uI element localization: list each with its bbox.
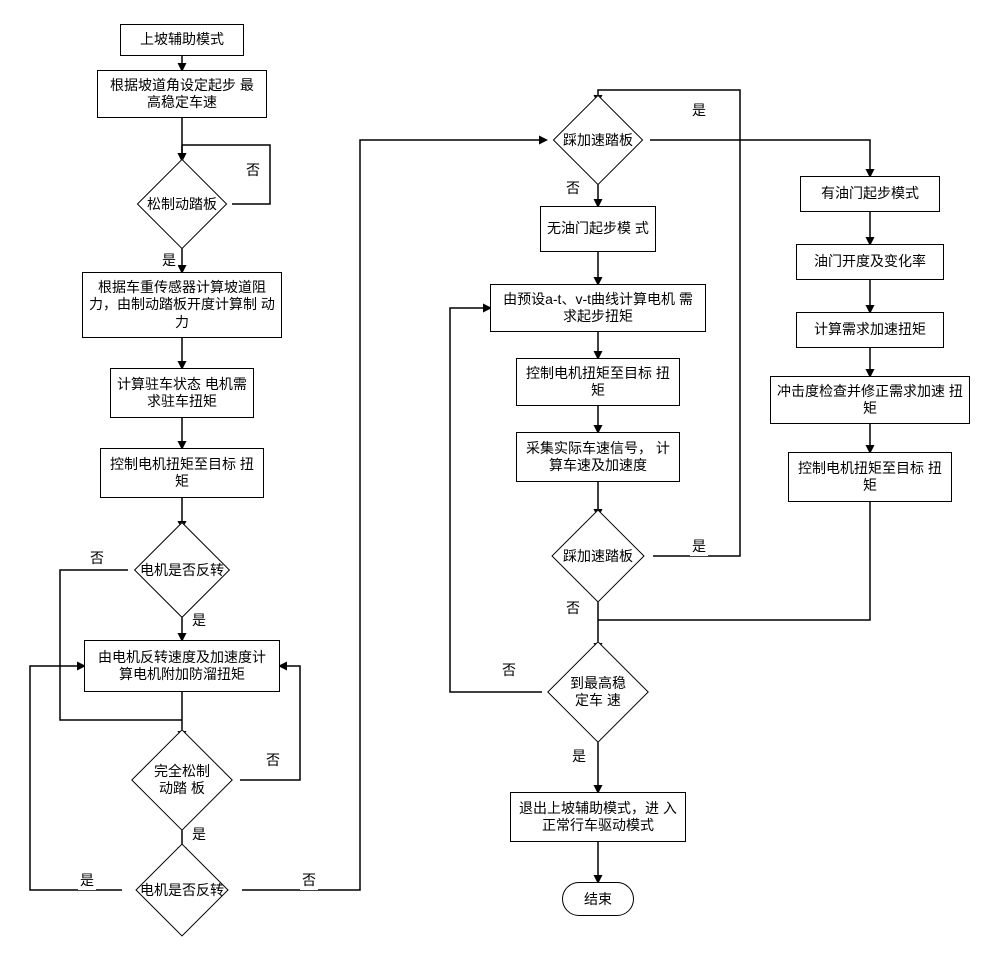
node-n12-text: 有油门起步模式	[821, 185, 919, 203]
label-d4-yes: 是	[78, 870, 96, 890]
node-n8-text: 由预设a-t、v-t曲线计算电机 需求起步扭矩	[497, 291, 699, 326]
node-n10: 采集实际车速信号， 计算车速及加速度	[516, 432, 680, 482]
node-end: 结束	[562, 882, 634, 916]
label-d6-no: 否	[564, 598, 582, 618]
node-d1: 松制动踏板	[137, 159, 228, 250]
label-d1-yes: 是	[160, 250, 178, 270]
node-n15-text: 冲击度检查并修正需求加速 扭矩	[777, 383, 963, 418]
node-n5-text: 控制电机扭矩至目标 扭矩	[107, 456, 257, 491]
node-d4-text: 电机是否反转	[140, 882, 224, 899]
label-d4-no: 否	[300, 870, 318, 890]
node-n7: 无油门起步模 式	[540, 206, 656, 252]
node-n15: 冲击度检查并修正需求加速 扭矩	[770, 376, 970, 424]
node-n1: 上坡辅助模式	[120, 24, 244, 56]
node-d5-text: 踩加速踏板	[563, 132, 633, 149]
node-d6-text: 踩加速踏板	[563, 548, 633, 565]
label-d3-no: 否	[264, 750, 282, 770]
node-n11: 退出上坡辅助模式，进 入正常行车驱动模式	[510, 792, 686, 842]
node-n6: 由电机反转速度及加速度计 算电机附加防溜扭矩	[84, 640, 280, 692]
flowchart-canvas: 上坡辅助模式 根据坡道角设定起步 最高稳定车速 松制动踏板 根据车重传感器计算坡…	[0, 0, 1000, 956]
node-n4: 计算驻车状态 电机需求驻车扭矩	[110, 368, 254, 418]
node-d3: 完全松制动踏 板	[131, 729, 233, 831]
label-d3-yes: 是	[190, 824, 208, 844]
label-d6-yes: 是	[690, 536, 708, 556]
node-d2-text: 电机是否反转	[140, 562, 224, 579]
label-d5-yes: 是	[690, 100, 708, 120]
node-n11-text: 退出上坡辅助模式，进 入正常行车驱动模式	[517, 800, 679, 835]
label-d2-no: 否	[88, 548, 106, 568]
label-d2-yes: 是	[190, 610, 208, 630]
node-end-text: 结束	[584, 889, 612, 909]
node-d7: 到最高稳定车 速	[547, 641, 649, 743]
node-n4-text: 计算驻车状态 电机需求驻车扭矩	[117, 376, 247, 411]
node-n16: 控制电机扭矩至目标 扭矩	[788, 452, 952, 502]
node-d5: 踩加速踏板	[553, 95, 644, 186]
node-n13-text: 油门开度及变化率	[814, 253, 926, 271]
node-n6-text: 由电机反转速度及加速度计 算电机附加防溜扭矩	[91, 649, 273, 684]
node-n13: 油门开度及变化率	[796, 244, 944, 280]
node-n9-text: 控制电机扭矩至目标 扭矩	[523, 365, 673, 400]
node-d2: 电机是否反转	[134, 522, 230, 618]
node-n14: 计算需求加速扭矩	[796, 312, 944, 348]
node-n16-text: 控制电机扭矩至目标 扭矩	[795, 460, 945, 495]
node-n3: 根据车重传感器计算坡道阻 力，由制动踏板开度计算制 动力	[82, 272, 282, 338]
node-n10-text: 采集实际车速信号， 计算车速及加速度	[523, 440, 673, 475]
node-n9: 控制电机扭矩至目标 扭矩	[516, 358, 680, 406]
node-n5: 控制电机扭矩至目标 扭矩	[100, 448, 264, 498]
label-d5-no: 否	[564, 178, 582, 198]
node-n8: 由预设a-t、v-t曲线计算电机 需求起步扭矩	[490, 284, 706, 332]
node-n2-text: 根据坡道角设定起步 最高稳定车速	[104, 77, 260, 112]
node-d3-text: 完全松制动踏 板	[151, 763, 213, 797]
node-n14-text: 计算需求加速扭矩	[814, 321, 926, 339]
node-n7-text: 无油门起步模 式	[547, 220, 649, 238]
node-n2: 根据坡道角设定起步 最高稳定车速	[97, 70, 267, 118]
node-d4: 电机是否反转	[135, 843, 228, 936]
node-n3-text: 根据车重传感器计算坡道阻 力，由制动踏板开度计算制 动力	[89, 279, 275, 332]
label-d1-no: 否	[244, 160, 262, 180]
node-n1-text: 上坡辅助模式	[140, 31, 224, 49]
node-d6: 踩加速踏板	[551, 509, 644, 602]
label-d7-yes: 是	[570, 746, 588, 766]
node-d7-text: 到最高稳定车 速	[567, 675, 629, 709]
node-d1-text: 松制动踏板	[147, 196, 217, 213]
node-n12: 有油门起步模式	[800, 176, 940, 212]
label-d7-no: 否	[500, 660, 518, 680]
